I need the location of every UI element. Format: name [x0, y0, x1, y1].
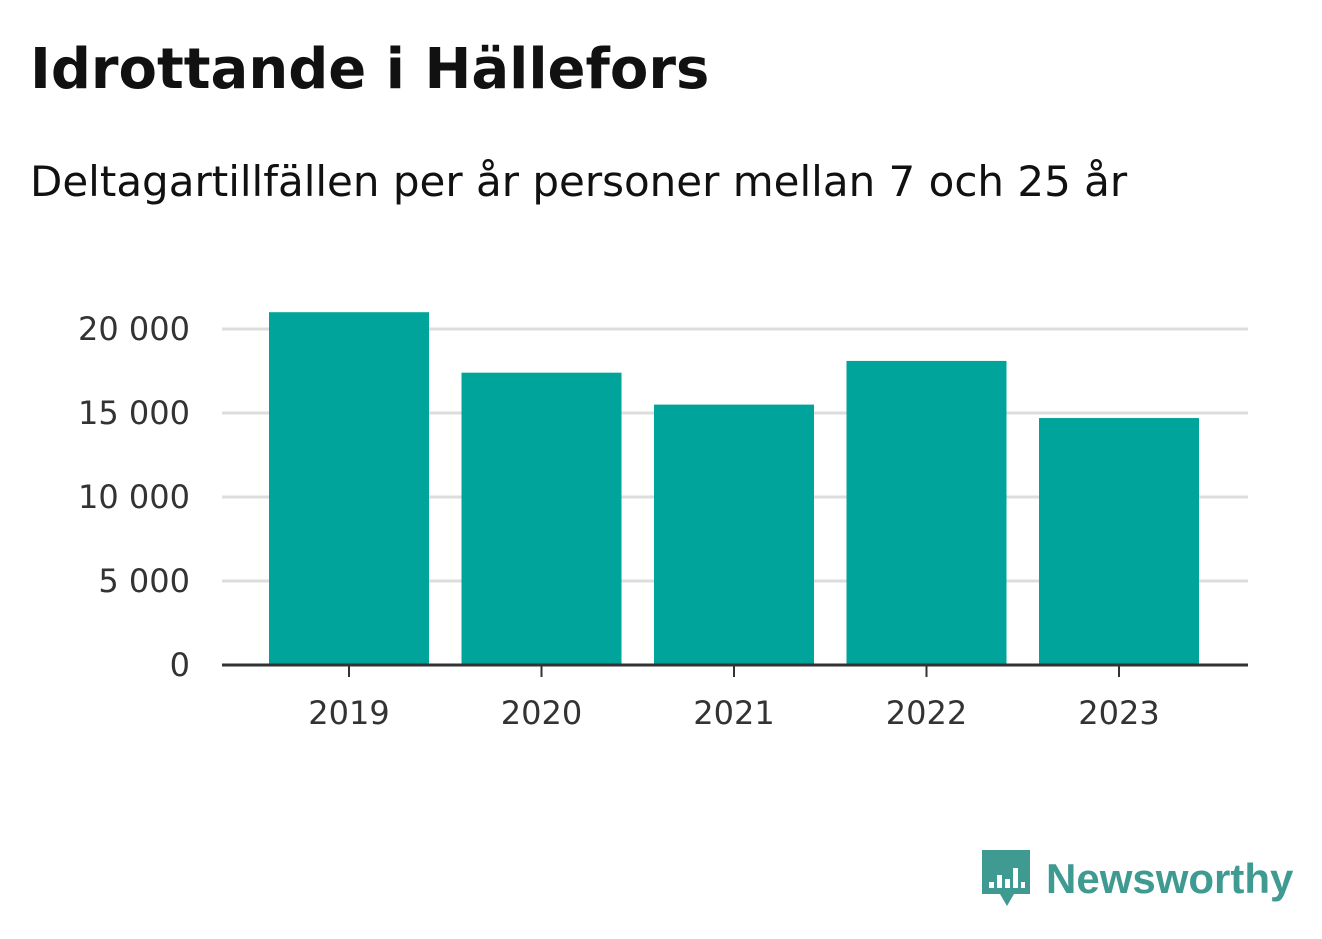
x-tick-label: 2022 — [886, 694, 967, 732]
chart-title: Idrottande i Hällefors — [30, 37, 710, 102]
y-tick-label: 5 000 — [98, 562, 190, 600]
y-tick-label: 20 000 — [78, 310, 190, 348]
x-tick-label: 2021 — [693, 694, 774, 732]
chart-subtitle: Deltagartillfällen per år personer mella… — [30, 157, 1128, 206]
bar-2020 — [461, 372, 622, 665]
newsworthy-logo-icon — [982, 850, 1030, 906]
x-tick-label: 2019 — [308, 694, 389, 732]
x-tick-label: 2023 — [1078, 694, 1159, 732]
y-tick-label: 10 000 — [78, 478, 190, 516]
newsworthy-logo-text: Newsworthy — [1046, 855, 1294, 902]
newsworthy-logo: Newsworthy — [980, 848, 1293, 910]
x-tick-label: 2020 — [501, 694, 582, 732]
bar-2021 — [654, 404, 814, 665]
bar-2019 — [269, 312, 429, 665]
bar-2022 — [846, 360, 1007, 665]
y-tick-label: 15 000 — [78, 394, 190, 432]
bar-2023 — [1039, 418, 1199, 665]
y-tick-label: 0 — [170, 646, 190, 684]
